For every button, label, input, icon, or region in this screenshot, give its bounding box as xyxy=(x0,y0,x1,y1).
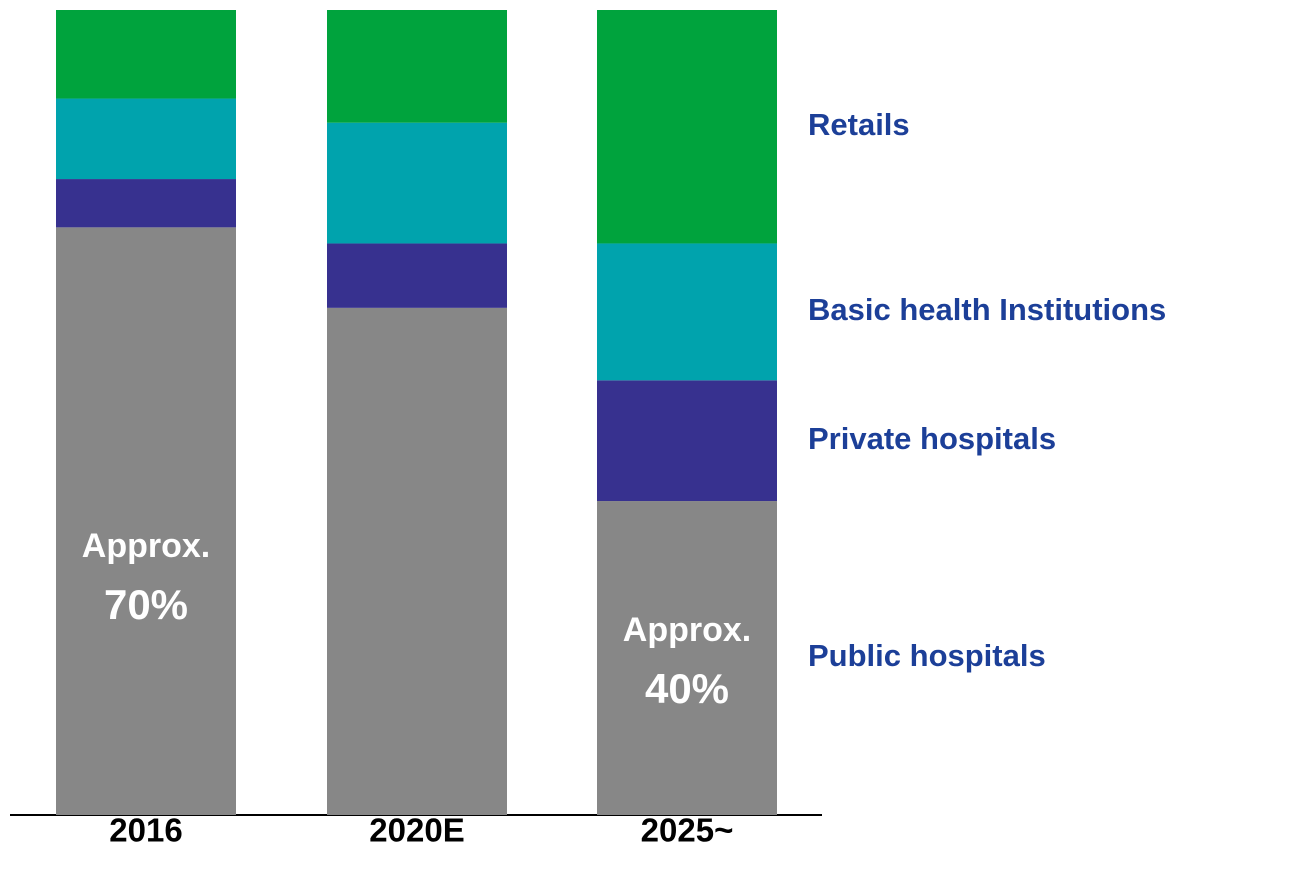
bar-segment xyxy=(597,243,777,381)
bar-segment xyxy=(327,122,507,244)
legend-label: Retails xyxy=(808,107,910,142)
bar-segment xyxy=(597,501,777,815)
annotation: 40% xyxy=(645,665,729,712)
bar-segment xyxy=(56,98,236,180)
bar-segment xyxy=(327,10,507,123)
x-tick-label: 2020E xyxy=(369,812,464,849)
annotation: Approx. xyxy=(82,527,210,565)
bar-segment xyxy=(327,307,507,815)
bar-segment xyxy=(56,10,236,99)
legend-label: Basic health Institutions xyxy=(808,292,1166,327)
annotation: 70% xyxy=(104,581,188,628)
legend-label: Public hospitals xyxy=(808,638,1046,673)
x-tick-label: 2025~ xyxy=(641,812,734,849)
bar-segment xyxy=(56,179,236,228)
x-tick-label: 2016 xyxy=(109,812,182,849)
bar-segment xyxy=(327,243,507,308)
annotation: Approx. xyxy=(623,611,751,649)
bar-segment xyxy=(597,10,777,244)
bar-segment xyxy=(597,380,777,502)
bar-segment xyxy=(56,227,236,816)
legend-label: Private hospitals xyxy=(808,421,1056,456)
